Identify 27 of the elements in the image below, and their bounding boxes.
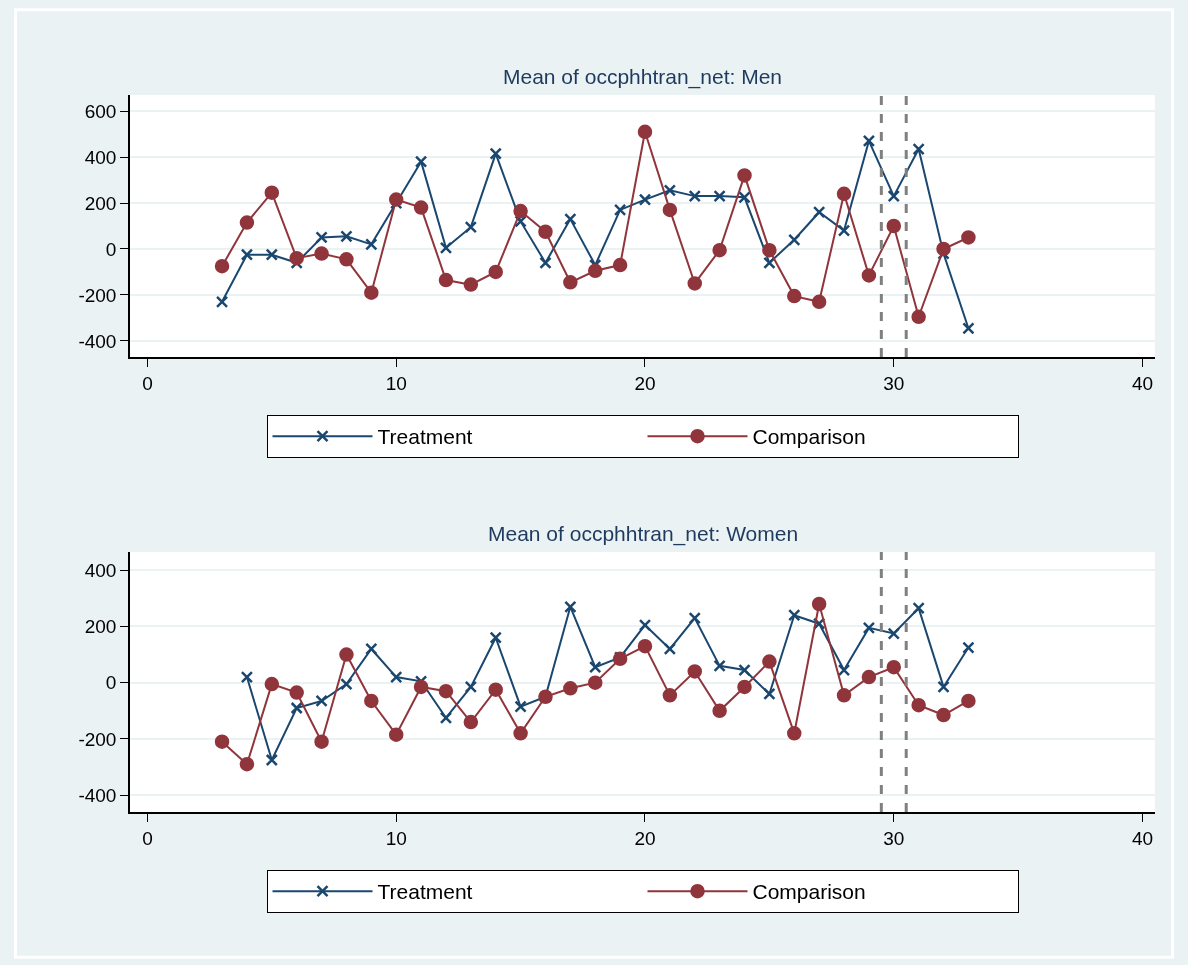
x-tick-label: 30 (883, 372, 905, 394)
legend-label: Treatment (377, 425, 473, 449)
x-tick-label: 0 (142, 372, 153, 394)
y-tick-label: -200 (78, 728, 117, 750)
y-tick-label: 200 (84, 192, 117, 214)
y-tick-label: -400 (78, 784, 117, 806)
x-tick-label: 10 (385, 372, 407, 394)
x-tick-label: 40 (1131, 827, 1154, 849)
x-tick-label: 30 (883, 827, 905, 849)
x-tick-label: 40 (1131, 372, 1154, 394)
x-tick-label: 0 (142, 827, 153, 849)
y-tick-label: 0 (105, 238, 117, 260)
legend-label: Comparison (752, 425, 866, 449)
y-tick-label: 0 (105, 672, 117, 694)
chart-title: Mean of occphhtran_net: Men (503, 65, 783, 89)
y-tick-label: 400 (84, 559, 117, 581)
y-tick-label: 400 (84, 146, 117, 168)
x-tick-label: 20 (634, 372, 656, 394)
y-tick-label: 200 (84, 616, 117, 638)
y-tick-label: -200 (78, 284, 117, 306)
y-tick-label: -400 (78, 330, 117, 352)
y-tick-label: 600 (84, 100, 117, 122)
x-tick-label: 10 (385, 827, 407, 849)
chart-title: Mean of occphhtran_net: Women (488, 522, 799, 546)
legend-label: Comparison (752, 880, 866, 904)
legend-label: Treatment (377, 880, 473, 904)
x-tick-label: 20 (634, 827, 656, 849)
